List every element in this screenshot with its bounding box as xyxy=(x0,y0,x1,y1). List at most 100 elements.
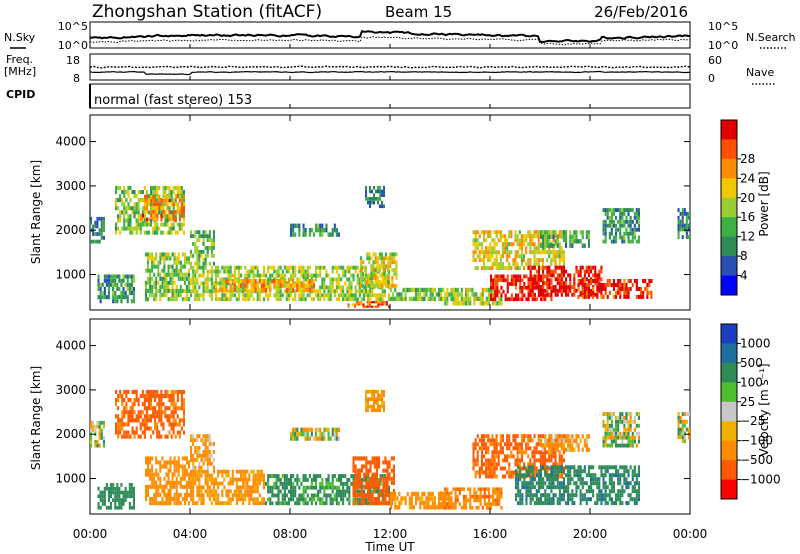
heatmap-cell xyxy=(679,219,682,224)
heatmap-cell xyxy=(118,505,121,510)
heatmap-cell xyxy=(258,481,261,486)
heatmap-cell xyxy=(677,219,680,224)
heatmap-cell xyxy=(296,283,299,288)
heatmap-cell xyxy=(515,481,518,486)
heatmap-cell xyxy=(121,426,124,431)
heatmap-cell xyxy=(544,489,547,494)
heatmap-cell xyxy=(133,190,136,195)
heatmap-cell xyxy=(378,280,381,284)
heatmap-cell xyxy=(552,462,555,467)
heatmap-cell xyxy=(378,264,381,269)
heatmap-cell xyxy=(402,296,405,302)
heatmap-cell xyxy=(352,464,355,469)
heatmap-cell xyxy=(521,297,524,302)
heatmap-cell xyxy=(393,268,396,272)
heatmap-cell xyxy=(535,262,538,267)
heatmap-cell xyxy=(454,487,457,492)
heatmap-cell xyxy=(298,269,301,274)
heatmap-cell xyxy=(437,491,440,497)
heatmap-cell xyxy=(94,428,97,433)
heatmap-cell xyxy=(496,274,499,279)
heatmap-cell xyxy=(306,293,309,298)
heatmap-cell xyxy=(229,293,232,298)
heatmap-cell xyxy=(533,462,536,467)
heatmap-cell xyxy=(196,261,199,266)
heatmap-cell xyxy=(631,239,634,244)
heatmap-cell xyxy=(389,252,392,257)
heatmap-cell xyxy=(523,293,526,298)
heatmap-cell xyxy=(323,427,326,432)
heatmap-cell xyxy=(172,213,175,218)
heatmap-cell xyxy=(531,242,534,247)
heatmap-cell xyxy=(169,276,172,281)
heatmap-cell xyxy=(242,469,245,474)
heatmap-cell xyxy=(337,436,340,441)
heatmap-cell xyxy=(510,242,513,247)
heatmap-cell xyxy=(569,477,572,482)
heatmap-cell xyxy=(493,458,496,463)
heatmap-cell xyxy=(520,454,523,459)
heatmap-cell xyxy=(337,277,340,282)
heatmap-cell xyxy=(398,491,401,497)
heatmap-cell xyxy=(392,488,395,493)
heatmap-cell xyxy=(321,285,324,290)
heatmap-cell xyxy=(125,430,128,435)
heatmap-cell xyxy=(161,280,164,285)
heatmap-cell xyxy=(160,394,163,399)
heatmap-cell xyxy=(237,485,240,490)
heatmap-cell xyxy=(124,490,127,495)
heatmap-cell xyxy=(487,234,490,239)
heatmap-cell xyxy=(346,277,349,282)
heatmap-cell xyxy=(562,281,565,286)
heatmap-cell xyxy=(221,481,224,486)
heatmap-cell xyxy=(310,287,313,293)
heatmap-cell xyxy=(631,231,634,236)
heatmap-cell xyxy=(190,469,193,474)
heatmap-cell xyxy=(190,434,193,439)
heatmap-cell xyxy=(489,242,492,247)
heatmap-cell xyxy=(152,414,155,419)
heatmap-cell xyxy=(161,497,164,502)
heatmap-cell xyxy=(154,422,157,427)
heatmap-cell xyxy=(483,250,486,255)
heatmap-cell xyxy=(387,273,390,278)
heatmap-cell xyxy=(385,264,388,269)
heatmap-cell xyxy=(558,458,561,463)
heatmap-cell xyxy=(153,297,156,302)
heatmap-cell xyxy=(127,185,130,190)
heatmap-cell xyxy=(485,250,488,255)
heatmap-cell xyxy=(375,489,378,494)
heatmap-cell xyxy=(153,476,156,481)
heatmap-cell xyxy=(156,230,159,235)
heatmap-cell xyxy=(269,281,272,286)
heatmap-cell xyxy=(160,202,163,207)
heatmap-cell xyxy=(615,231,618,236)
heatmap-cell xyxy=(188,460,190,465)
heatmap-cell xyxy=(487,258,490,263)
heatmap-cell xyxy=(412,296,415,302)
heatmap-cell xyxy=(550,230,553,235)
heatmap-cell xyxy=(374,280,377,284)
heatmap-cell xyxy=(419,292,422,297)
heatmap-cell xyxy=(454,494,457,499)
heatmap-cell xyxy=(337,281,340,286)
heatmap-cell xyxy=(170,394,173,399)
heatmap-cell xyxy=(200,281,203,286)
heatmap-cell xyxy=(132,486,135,491)
heatmap-cell xyxy=(178,389,181,394)
heatmap-cell xyxy=(252,481,255,486)
heatmap-cell xyxy=(344,293,347,298)
heatmap-cell xyxy=(262,477,265,482)
heatmap-cell xyxy=(287,265,290,270)
heatmap-cell xyxy=(279,283,282,288)
heatmap-cell xyxy=(156,202,159,207)
heatmap-cell xyxy=(319,273,322,278)
heatmap-cell xyxy=(100,216,103,221)
heatmap-cell xyxy=(354,293,357,298)
heatmap-cell xyxy=(548,481,551,486)
heatmap-cell xyxy=(317,474,320,478)
heatmap-cell xyxy=(145,418,148,423)
heatmap-cell xyxy=(246,297,249,302)
heatmap-cell xyxy=(475,505,478,510)
heatmap-cell xyxy=(550,458,553,463)
